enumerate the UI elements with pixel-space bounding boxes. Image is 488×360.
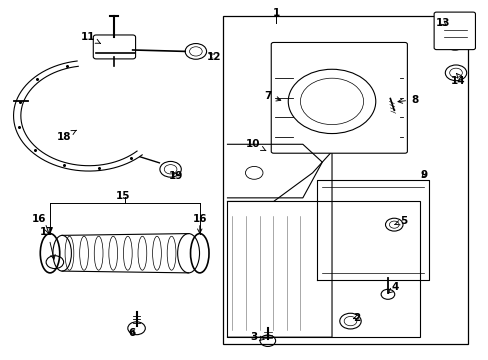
Text: 3: 3 (250, 332, 264, 342)
Text: 16: 16 (32, 214, 46, 224)
Text: 17: 17 (40, 227, 55, 259)
Text: 8: 8 (397, 95, 417, 105)
Text: 16: 16 (192, 214, 206, 224)
Text: 13: 13 (435, 18, 449, 28)
Text: 12: 12 (207, 52, 221, 62)
Text: 11: 11 (81, 32, 101, 44)
Text: 2: 2 (352, 312, 359, 323)
FancyBboxPatch shape (271, 42, 407, 153)
Text: 19: 19 (169, 171, 183, 181)
Text: 15: 15 (116, 191, 130, 201)
FancyBboxPatch shape (433, 12, 474, 50)
Bar (222, 16, 467, 344)
Text: 14: 14 (450, 76, 465, 86)
FancyBboxPatch shape (93, 35, 135, 59)
Text: 9: 9 (420, 170, 427, 180)
Text: 5: 5 (394, 216, 407, 226)
Text: 1: 1 (272, 8, 279, 18)
Text: 4: 4 (388, 282, 398, 293)
Text: 7: 7 (264, 91, 280, 101)
Text: 10: 10 (245, 139, 265, 150)
Text: 18: 18 (56, 130, 76, 142)
Text: 6: 6 (128, 328, 135, 338)
